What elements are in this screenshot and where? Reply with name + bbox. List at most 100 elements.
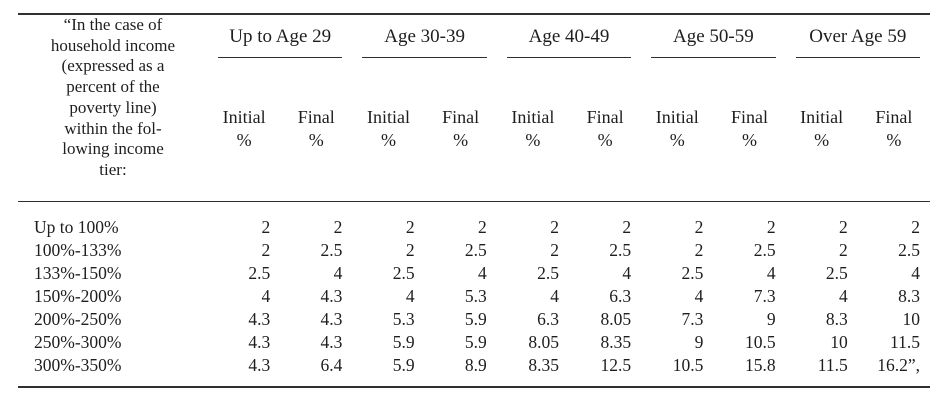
age-group-label: Up to Age 29 xyxy=(229,26,332,47)
value-cell: 4.3 xyxy=(320,308,343,329)
value-cell: 6.3 xyxy=(537,308,559,329)
value-cell: 2.5 xyxy=(609,239,632,260)
value-cell: 4 xyxy=(694,285,704,306)
document-table-region: “In the case of household income (expres… xyxy=(18,12,930,388)
table-row: 100%-133% 2 2.5 2 2.5 2 2.5 2 2.5 2 2.5 xyxy=(18,239,930,262)
value-cell: 5.3 xyxy=(392,308,415,329)
value-cell: 2.5 xyxy=(320,239,343,260)
subheader-initial-pct: Initial % xyxy=(352,57,425,202)
age-group-underline xyxy=(362,56,487,58)
subheader-initial-pct: Initial % xyxy=(208,57,281,202)
subheader-row: Initial % Final % Initial % Final % Init… xyxy=(18,57,930,202)
value-cell: 2 xyxy=(478,216,487,237)
subheader-final-pct: Final % xyxy=(280,57,353,202)
value-cell: 4 xyxy=(478,262,487,283)
age-group-underline xyxy=(795,56,920,58)
value-cell: 2 xyxy=(261,216,271,237)
subheader-final-pct: Final % xyxy=(857,57,930,202)
value-cell: 11.5 xyxy=(890,331,920,352)
value-cell: 8.9 xyxy=(424,353,497,388)
income-tier-label: 133%-150% xyxy=(34,262,122,283)
value-cell: 2 xyxy=(839,216,848,237)
value-cell: 4.3 xyxy=(208,353,281,388)
value-cell: 4.3 xyxy=(248,331,271,352)
value-cell: 4 xyxy=(261,285,271,306)
table-row: 150%-200% 4 4.3 4 5.3 4 6.3 4 7.3 4 8.3 xyxy=(18,285,930,308)
value-cell: 2 xyxy=(550,216,559,237)
table-row: Up to 100% 2 2 2 2 2 2 2 2 2 2 xyxy=(18,201,930,239)
value-cell: 2.5 xyxy=(753,239,776,260)
value-cell: 6.3 xyxy=(609,285,632,306)
value-cell: 2.5 xyxy=(898,239,920,260)
value-cell: 8.05 xyxy=(528,331,559,352)
value-cell: 15.8 xyxy=(713,353,786,388)
value-cell: 2.5 xyxy=(248,262,271,283)
value-cell: 6.4 xyxy=(280,353,353,388)
subheader-initial-pct: Initial % xyxy=(785,57,858,202)
value-cell: 5.3 xyxy=(464,285,487,306)
value-cell: 2 xyxy=(694,216,704,237)
value-cell: 5.9 xyxy=(464,331,487,352)
table-row: 200%-250% 4.3 4.3 5.3 5.9 6.3 8.05 7.3 9 8.3 10 xyxy=(18,308,930,331)
value-cell: 2.5 xyxy=(681,262,704,283)
age-group-label: Age 50-59 xyxy=(673,26,754,47)
income-tier-label: 150%-200% xyxy=(34,285,122,306)
value-cell: 2 xyxy=(622,216,632,237)
value-cell: 12.5 xyxy=(568,353,642,388)
value-cell: 4 xyxy=(405,285,415,306)
subheader-final-pct: Final % xyxy=(713,57,786,202)
table-header: “In the case of household income (expres… xyxy=(18,12,930,202)
income-tier-table: “In the case of household income (expres… xyxy=(18,12,930,388)
table-row: 300%-350% 4.3 6.4 5.9 8.9 8.35 12.5 10.5 15.8 11.… xyxy=(18,353,930,388)
value-cell: 10.5 xyxy=(744,331,776,352)
age-group-header: Age 40-49 xyxy=(496,13,642,58)
value-cell: 8.3 xyxy=(825,308,848,329)
value-cell: 10 xyxy=(902,308,921,329)
value-cell: 8.35 xyxy=(496,353,569,388)
value-cell: 4.3 xyxy=(320,331,343,352)
age-group-label: Age 40-49 xyxy=(528,26,610,47)
value-cell: 4 xyxy=(911,262,920,283)
subheader-final-pct: Final % xyxy=(424,57,497,202)
table-body: Up to 100% 2 2 2 2 2 2 2 2 2 2 100%-133% 2 2.5 2 2.5 2 2.… xyxy=(18,201,930,388)
value-cell: 2 xyxy=(405,239,415,260)
value-cell: 2 xyxy=(333,216,343,237)
value-cell: 11.5 xyxy=(785,353,858,388)
value-cell: 9 xyxy=(766,308,776,329)
age-group-underline xyxy=(506,56,632,58)
value-cell: 9 xyxy=(694,331,704,352)
age-group-header: Age 50-59 xyxy=(641,13,786,58)
value-cell: 4 xyxy=(333,262,343,283)
age-group-header: Up to Age 29 xyxy=(208,13,353,58)
age-group-label: Over Age 59 xyxy=(809,26,907,47)
corner-header: “In the case of household income (expres… xyxy=(18,12,208,202)
age-group-label: Age 30-39 xyxy=(384,26,465,47)
value-cell: 2 xyxy=(694,239,704,260)
age-group-underline xyxy=(651,56,776,58)
subheader-initial-pct: Initial % xyxy=(641,57,714,202)
subheader-final-pct: Final % xyxy=(568,57,642,202)
value-cell: 5.9 xyxy=(464,308,487,329)
table-row: 250%-300% 4.3 4.3 5.9 5.9 8.05 8.35 9 10.5 10 11.5 xyxy=(18,331,930,354)
value-cell: 2 xyxy=(550,239,559,260)
value-cell: 2 xyxy=(261,239,271,260)
value-cell: 2.5 xyxy=(464,239,487,260)
value-cell: 8.05 xyxy=(600,308,632,329)
subheader-initial-pct: Initial % xyxy=(496,57,569,202)
age-group-header: Age 30-39 xyxy=(352,13,497,58)
value-cell: 4 xyxy=(839,285,848,306)
value-cell: 5.9 xyxy=(352,353,425,388)
value-cell: 7.3 xyxy=(753,285,776,306)
value-cell: 2 xyxy=(405,216,415,237)
value-cell: 8.3 xyxy=(898,285,920,306)
value-cell: 8.35 xyxy=(600,331,632,352)
income-tier-label: 250%-300% xyxy=(34,331,122,352)
value-cell: 2.5 xyxy=(537,262,559,283)
value-cell: 7.3 xyxy=(681,308,704,329)
income-tier-label: 300%-350% xyxy=(18,353,208,388)
value-cell: 2.5 xyxy=(392,262,415,283)
table-row: 133%-150% 2.5 4 2.5 4 2.5 4 2.5 4 2.5 4 xyxy=(18,262,930,285)
value-cell: 16.2”, xyxy=(857,353,930,388)
value-cell: 4 xyxy=(622,262,632,283)
value-cell: 4 xyxy=(550,285,559,306)
